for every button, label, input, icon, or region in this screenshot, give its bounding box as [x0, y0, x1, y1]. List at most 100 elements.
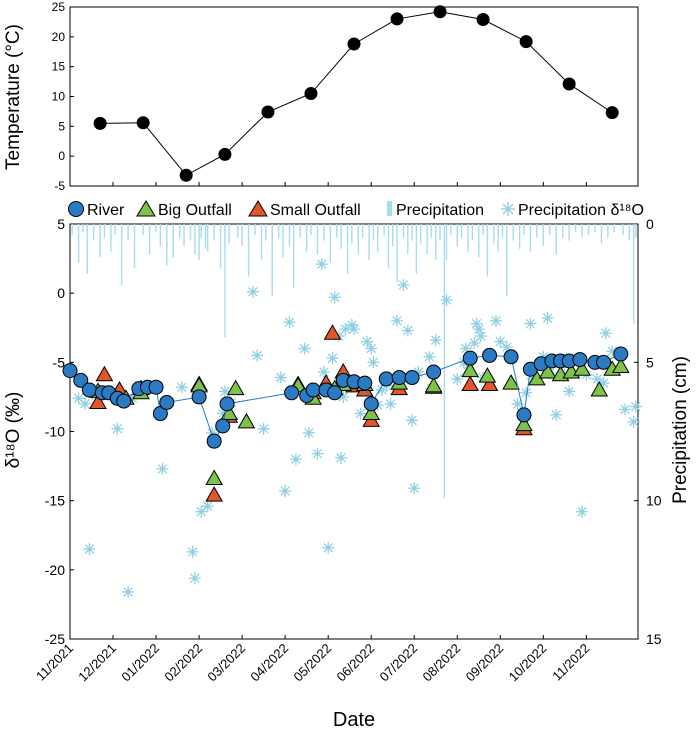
- precipitation-bar: [613, 224, 616, 233]
- temperature-point: [347, 37, 361, 51]
- precipitation-d18o-point: [274, 371, 287, 384]
- precipitation-bar: [443, 224, 446, 498]
- precipitation-bar: [271, 224, 273, 296]
- precipitation-d18o-point: [195, 505, 208, 518]
- precipitation-d18o-point: [302, 426, 315, 439]
- precipitation-bar: [148, 224, 151, 255]
- precipitation-bar: [387, 224, 390, 269]
- precipitation-d18o-point: [283, 316, 296, 329]
- precipitation-bar: [305, 224, 308, 252]
- isotope-y-tick-label: -15: [45, 493, 65, 509]
- river-point: [462, 350, 478, 366]
- precipitation-d18o-point: [289, 453, 302, 466]
- isotope-y-tick-label: 0: [57, 285, 65, 301]
- river-point: [159, 394, 175, 410]
- precipitation-bar: [600, 224, 603, 244]
- precipitation-bar: [482, 224, 484, 236]
- river-point: [191, 389, 207, 405]
- precipitation-d18o-point: [317, 366, 330, 379]
- isotope-axes-frame: [69, 223, 639, 640]
- precipitation-d18o-point: [474, 330, 487, 343]
- river-point: [327, 385, 343, 401]
- precipitation-bar: [402, 224, 405, 238]
- isotope-y-tick-label: -10: [45, 424, 65, 440]
- precipitation-y-label: Precipitation (cm): [670, 356, 691, 504]
- temperature-y-tick-label: 5: [58, 119, 65, 133]
- river-point: [404, 370, 420, 386]
- precipitation-bar: [204, 224, 207, 249]
- temperature-point: [562, 77, 576, 91]
- temperature-point: [433, 5, 447, 19]
- precipitation-bar: [336, 224, 338, 238]
- river-point: [152, 406, 168, 422]
- precipitation-bar: [497, 224, 499, 252]
- legend-small-outfall-label: Small Outfall: [270, 202, 361, 219]
- precipitation-bar: [542, 224, 545, 247]
- precipitation-d18o-point: [619, 403, 632, 416]
- big-outfall-point: [237, 412, 256, 429]
- precipitation-y-tick-label: 5: [646, 354, 654, 370]
- precipitation-d18o-point: [201, 500, 214, 513]
- x-tick-label: 02/2022: [161, 641, 205, 685]
- precipitation-bar: [435, 224, 437, 260]
- legend-big-outfall-marker: [136, 200, 156, 217]
- precipitation-bar: [120, 224, 123, 285]
- temperature-y-tick-label: 10: [52, 90, 66, 104]
- precipitation-bar: [224, 224, 226, 338]
- precipitation-bar: [237, 224, 239, 238]
- precipitation-bar: [587, 224, 590, 236]
- legend-big-outfall-label: Big Outfall: [158, 202, 232, 219]
- precipitation-bar: [254, 224, 256, 236]
- x-tick-label: 09/2022: [463, 641, 507, 685]
- precipitation-d18o-point: [326, 352, 339, 365]
- precipitation-d18o-point: [315, 258, 328, 271]
- precipitation-bar: [635, 224, 637, 238]
- precipitation-d18o-point: [391, 314, 404, 327]
- big-outfall-point: [538, 363, 557, 379]
- precipitation-bar: [568, 224, 570, 241]
- temperature-point: [179, 168, 193, 182]
- precipitation-y-tick-label: 15: [646, 631, 662, 647]
- small-outfall-point: [95, 365, 114, 382]
- precipitation-bar: [383, 224, 385, 236]
- precipitation-bar: [396, 224, 398, 283]
- precipitation-bar: [419, 224, 422, 244]
- precipitation-d18o-point: [563, 385, 576, 398]
- precipitation-bar: [155, 224, 157, 233]
- precipitation-bar: [536, 224, 538, 238]
- precipitation-bar: [361, 224, 364, 238]
- river-point: [81, 382, 97, 398]
- precipitation-bar: [179, 224, 181, 238]
- isotope-y-tick-label: -5: [53, 354, 66, 370]
- legend-precipitation-marker: [387, 201, 392, 216]
- precipitation-bar: [346, 224, 349, 274]
- river-point: [219, 396, 235, 412]
- big-outfall-point: [573, 360, 591, 376]
- precipitation-d18o-point: [408, 482, 421, 495]
- precipitation-bar: [632, 224, 635, 324]
- temperature-point: [93, 116, 107, 130]
- precipitation-bar: [247, 224, 250, 277]
- precipitation-d18o-point: [365, 342, 378, 355]
- precipitation-d18o-point: [257, 422, 270, 435]
- isotope-y-label: δ¹⁸O (‰): [3, 392, 24, 469]
- precipitation-bar: [299, 224, 301, 238]
- temperature-y-tick-label: 20: [52, 30, 66, 44]
- precipitation-bar: [329, 224, 332, 263]
- precipitation-bar: [265, 224, 267, 241]
- river-point: [572, 352, 588, 368]
- precipitation-bar: [372, 224, 375, 241]
- precipitation-bar: [512, 224, 514, 241]
- precipitation-d18o-point: [541, 312, 554, 325]
- precipitation-bar: [114, 224, 116, 236]
- precipitation-bar: [127, 224, 129, 241]
- precipitation-bar: [351, 224, 353, 244]
- precipitation-d18o-point: [494, 335, 507, 348]
- precipitation-bar: [82, 224, 84, 233]
- river-point: [363, 396, 379, 412]
- river-point: [62, 363, 78, 379]
- precipitation-bar: [159, 224, 162, 247]
- precipitation-d18o-point: [397, 278, 410, 291]
- precipitation-bar: [323, 224, 325, 241]
- river-point: [516, 407, 532, 423]
